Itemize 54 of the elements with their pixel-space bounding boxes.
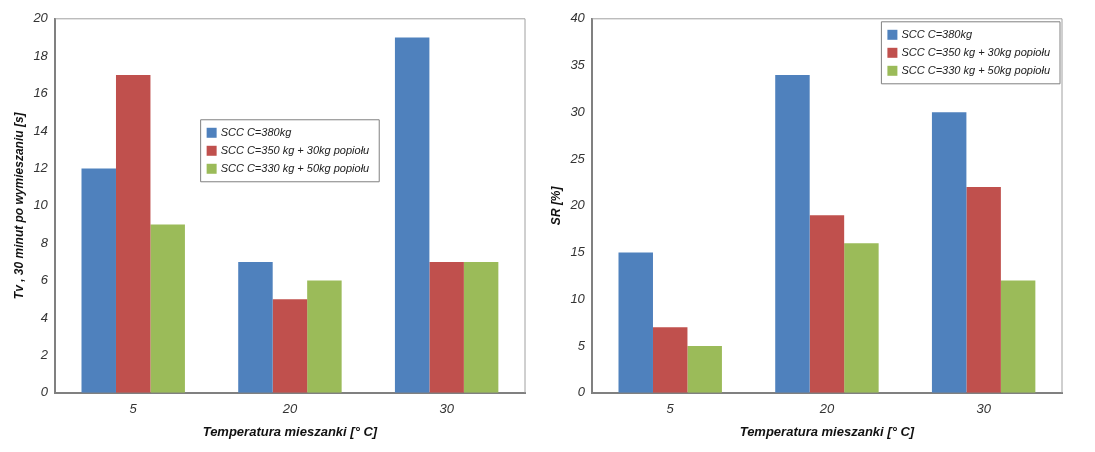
x-tick-label: 5 xyxy=(129,401,138,417)
bar xyxy=(238,261,273,393)
bar xyxy=(809,215,845,393)
x-axis-title: Temperatura mieszanki [° C] xyxy=(739,423,915,439)
y-tick-label: 30 xyxy=(570,103,586,119)
y-tick-label: 35 xyxy=(570,57,586,73)
bar xyxy=(81,168,116,393)
bar xyxy=(652,327,688,393)
y-tick-label: 20 xyxy=(32,10,49,26)
y-axis-title: Tv , 30 minut po wymieszaniu [s] xyxy=(11,111,26,300)
y-tick-label: 8 xyxy=(40,234,49,250)
y-tick-label: 15 xyxy=(570,244,586,260)
x-tick-label: 30 xyxy=(976,401,992,417)
bar xyxy=(429,261,464,393)
y-tick-label: 4 xyxy=(40,309,48,325)
bar xyxy=(844,243,879,393)
bar xyxy=(115,74,151,393)
bar xyxy=(931,112,967,393)
bar xyxy=(1000,280,1036,393)
legend-label: SCC C=330 kg + 50kg popiołu xyxy=(901,63,1051,76)
bar xyxy=(272,299,308,393)
y-axis-title: SR [%] xyxy=(548,185,563,226)
y-tick-label: 6 xyxy=(40,272,49,288)
y-tick-label: 0 xyxy=(577,384,586,400)
legend-label: SCC C=350 kg + 30kg popiołu xyxy=(901,45,1051,58)
bar xyxy=(463,261,499,393)
x-tick-label: 30 xyxy=(439,401,455,417)
legend-label: SCC C=380kg xyxy=(901,27,973,40)
legend-label: SCC C=350 kg + 30kg popiołu xyxy=(220,143,370,156)
bar xyxy=(775,74,810,393)
y-tick-label: 25 xyxy=(569,150,586,166)
x-tick-label: 20 xyxy=(818,401,835,417)
legend-label: SCC C=380kg xyxy=(220,125,293,138)
bar xyxy=(394,37,430,393)
y-tick-label: 0 xyxy=(40,384,49,400)
y-tick-label: 10 xyxy=(33,197,49,213)
y-tick-label: 18 xyxy=(33,47,49,63)
y-tick-label: 40 xyxy=(570,10,586,26)
y-tick-label: 2 xyxy=(39,347,49,363)
x-axis-title: Temperatura mieszanki [° C] xyxy=(202,423,378,439)
legend-label: SCC C=330 kg + 50kg popiołu xyxy=(220,161,370,174)
y-tick-label: 14 xyxy=(33,122,48,138)
bar xyxy=(307,280,342,393)
x-tick-label: 5 xyxy=(666,401,675,417)
bar xyxy=(618,252,653,393)
y-tick-label: 16 xyxy=(33,85,49,101)
x-tick-label: 20 xyxy=(281,401,298,417)
bar xyxy=(966,187,1001,393)
y-tick-label: 20 xyxy=(569,197,586,213)
y-tick-label: 12 xyxy=(33,160,49,176)
bar xyxy=(150,224,185,393)
y-tick-label: 10 xyxy=(570,290,586,306)
y-tick-label: 5 xyxy=(577,337,586,353)
bar xyxy=(687,346,722,393)
